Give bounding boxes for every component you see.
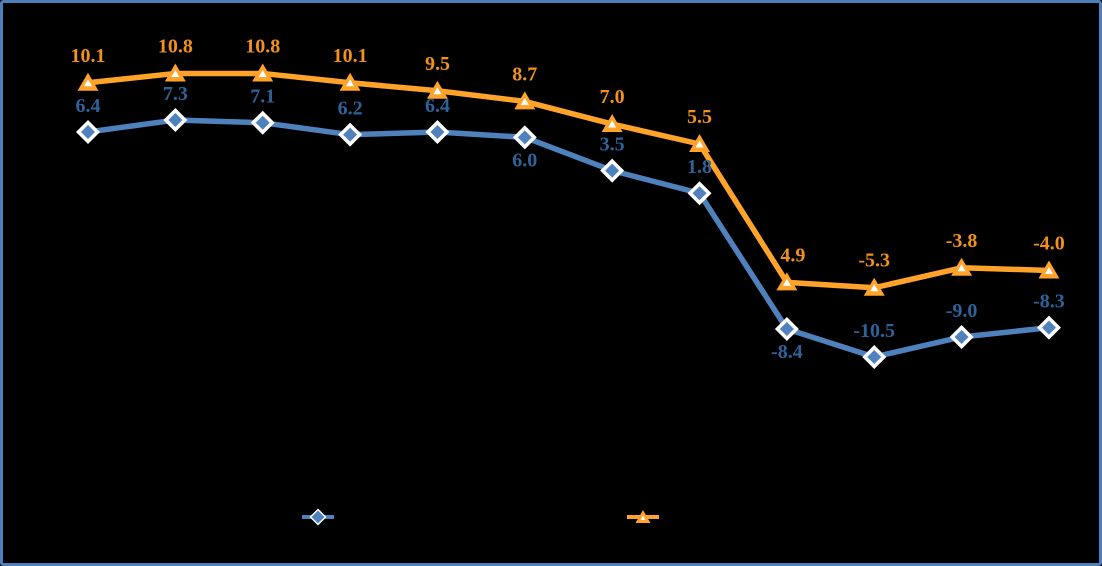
orange-triangle-series-data-label: 8.7 bbox=[512, 63, 537, 85]
blue-diamond-series-data-label: 7.1 bbox=[250, 86, 275, 108]
orange-triangle-series-data-label: 4.9 bbox=[780, 244, 805, 266]
blue-diamond-series-data-label: 6.4 bbox=[425, 95, 450, 117]
blue-diamond-series-marker-inner bbox=[517, 130, 532, 145]
blue-diamond-series-data-label: 6.4 bbox=[76, 95, 101, 117]
blue-diamond-series-marker-inner bbox=[1041, 320, 1056, 335]
orange-triangle-series-data-label: 10.1 bbox=[71, 45, 106, 67]
orange-triangle-series-marker-inner bbox=[258, 69, 267, 77]
blue-diamond-series-data-label: 1.8 bbox=[687, 156, 712, 178]
orange-triangle-series-legend-marker-inner bbox=[640, 515, 646, 520]
orange-triangle-series-data-label: 10.1 bbox=[333, 45, 368, 67]
blue-diamond-series-data-label: 6.2 bbox=[338, 98, 363, 120]
orange-triangle-series-marker-inner bbox=[520, 97, 529, 105]
orange-triangle-series-data-label: 10.8 bbox=[158, 35, 193, 57]
blue-diamond-series-marker-inner bbox=[343, 127, 358, 142]
orange-triangle-series-marker-inner bbox=[84, 79, 92, 87]
blue-diamond-series-line bbox=[85, 117, 1052, 360]
blue-diamond-series-marker-inner bbox=[954, 329, 969, 344]
orange-triangle-series-marker-inner bbox=[695, 140, 704, 148]
orange-triangle-series-data-label: 7.0 bbox=[600, 86, 625, 108]
orange-triangle-series-marker-inner bbox=[608, 120, 617, 128]
orange-triangle-series-marker-inner bbox=[782, 278, 791, 286]
blue-diamond-series-data-label: -8.3 bbox=[1033, 291, 1065, 313]
blue-diamond-series-legend-marker-inner bbox=[311, 510, 325, 524]
blue-diamond-series-marker-inner bbox=[255, 115, 270, 130]
orange-triangle-series-data-label: -5.3 bbox=[858, 250, 890, 272]
orange-triangle-series-data-label: -4.0 bbox=[1033, 232, 1065, 254]
blue-diamond-series-data-label: 3.5 bbox=[600, 134, 625, 156]
blue-diamond-series-data-label: 7.3 bbox=[163, 83, 188, 105]
orange-triangle-series-line bbox=[85, 70, 1052, 291]
blue-diamond-series-marker-inner bbox=[168, 113, 183, 128]
blue-diamond-series-data-label: 6.0 bbox=[512, 149, 537, 171]
orange-triangle-series-marker-inner bbox=[433, 87, 442, 95]
blue-diamond-series-marker-inner bbox=[779, 322, 794, 337]
orange-triangle-series-data-label: 9.5 bbox=[425, 53, 450, 75]
blue-diamond-series-data-label: -10.5 bbox=[853, 320, 895, 342]
blue-diamond-series-marker-inner bbox=[605, 163, 620, 178]
orange-triangle-series-marker-inner bbox=[1044, 266, 1053, 274]
orange-triangle-series-data-label: -3.8 bbox=[946, 230, 978, 252]
blue-diamond-series-data-label: -8.4 bbox=[771, 341, 803, 363]
orange-triangle-series-marker-inner bbox=[957, 264, 966, 272]
orange-triangle-series-marker-inner bbox=[870, 284, 879, 292]
orange-triangle-series-marker-inner bbox=[346, 79, 355, 87]
orange-triangle-series-data-label: 5.5 bbox=[687, 106, 712, 128]
blue-diamond-series-marker-inner bbox=[867, 349, 882, 364]
blue-diamond-series-data-label: -9.0 bbox=[946, 300, 978, 322]
orange-triangle-series-marker-inner bbox=[171, 69, 180, 77]
blue-diamond-series-marker-inner bbox=[81, 125, 95, 140]
blue-diamond-series-marker-inner bbox=[430, 125, 445, 140]
orange-triangle-series-data-label: 10.8 bbox=[245, 35, 280, 57]
blue-diamond-series-marker-inner bbox=[692, 186, 707, 201]
